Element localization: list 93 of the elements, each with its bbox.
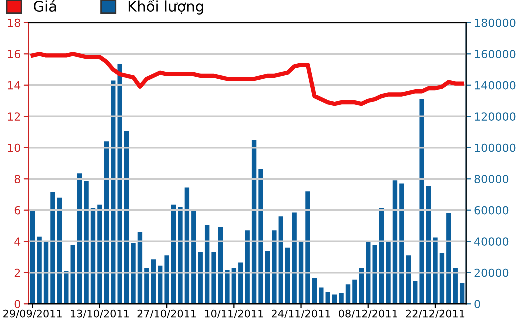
x-tick-label: 22/12/2011	[406, 310, 465, 319]
bar	[90, 208, 96, 304]
bar	[372, 246, 378, 304]
x-tick-label: 08/12/2011	[339, 310, 398, 319]
bar	[84, 181, 89, 304]
y-tick-label: 12	[8, 112, 20, 121]
bar	[298, 242, 304, 304]
y2-tick-label: 160000	[475, 50, 516, 59]
bar	[178, 207, 183, 304]
y2-tick-label: 0	[474, 300, 480, 308]
bar	[131, 243, 136, 304]
x-tick-label: 13/10/2011	[71, 310, 130, 319]
bar	[44, 242, 49, 304]
bar	[184, 188, 190, 304]
bar	[118, 64, 122, 304]
bar	[286, 248, 290, 304]
y-tick-label: 8	[14, 175, 20, 184]
y2-tick-label: 180000	[475, 18, 516, 28]
y2-tick-label: 20000	[474, 268, 509, 278]
bar	[151, 260, 156, 304]
bar	[453, 268, 458, 304]
bar	[292, 212, 297, 304]
bar	[204, 225, 210, 304]
bar	[104, 142, 110, 304]
bar	[252, 140, 257, 304]
bar	[138, 232, 143, 304]
bar	[225, 270, 230, 304]
bar	[258, 168, 264, 304]
y-tick-label: 18	[8, 18, 20, 28]
y2-tick-label: 120000	[475, 112, 516, 122]
bar	[352, 280, 358, 304]
bar	[164, 256, 170, 304]
bar	[306, 192, 310, 304]
bar	[218, 228, 224, 304]
bar	[124, 131, 130, 304]
bar	[392, 180, 398, 304]
y-tick-label: 10	[8, 144, 20, 152]
bar	[332, 294, 338, 304]
bar	[426, 186, 432, 304]
y-tick-label: 0	[14, 300, 20, 308]
bar	[265, 250, 270, 304]
bar	[50, 192, 56, 304]
bar	[77, 174, 82, 304]
bar	[158, 266, 163, 304]
y-tick-label: 16	[8, 50, 20, 59]
bar	[326, 292, 330, 304]
bar	[386, 242, 391, 304]
bar	[366, 242, 371, 304]
y2-tick-label: 80000	[474, 175, 509, 184]
bar	[30, 210, 36, 304]
y-tick-label: 2	[14, 268, 20, 278]
y-tick-label: 6	[14, 206, 20, 215]
x-tick-label: 24/11/2011	[272, 310, 330, 319]
bar	[98, 204, 102, 304]
line-series	[30, 52, 464, 106]
y-tick-label: 4	[14, 238, 21, 246]
bar	[433, 238, 438, 304]
bar	[198, 252, 203, 304]
bar	[171, 204, 176, 304]
y2-tick-label: 140000	[475, 81, 516, 90]
bar	[460, 283, 465, 304]
bar	[379, 208, 384, 304]
bar	[192, 211, 196, 304]
bar	[238, 262, 244, 304]
y2-tick-label: 60000	[474, 206, 509, 215]
legend-label: Giá	[34, 0, 56, 12]
x-tick-label: 29/09/2011	[4, 310, 62, 319]
bar	[37, 236, 42, 304]
bar	[400, 184, 404, 304]
bar	[359, 268, 364, 304]
bar	[245, 230, 250, 304]
bar	[446, 213, 452, 304]
bar	[278, 216, 284, 304]
bar	[420, 99, 424, 304]
bar	[70, 246, 76, 304]
y2-tick-label: 100000	[475, 144, 516, 152]
bar	[346, 284, 351, 304]
bar	[440, 253, 445, 304]
bar	[272, 230, 277, 304]
bar	[144, 268, 150, 304]
bar	[312, 278, 318, 304]
x-tick-label: 27/10/2011	[138, 310, 196, 319]
bar	[232, 268, 237, 304]
bar	[406, 256, 411, 304]
bar	[57, 198, 62, 304]
bar	[111, 80, 116, 304]
bar	[339, 293, 344, 304]
y-tick-label: 14	[8, 82, 21, 90]
bar	[413, 281, 418, 304]
bar	[212, 252, 216, 304]
bar	[319, 288, 324, 304]
x-tick-label: 10/11/2011	[205, 310, 264, 319]
y2-tick-label: 40000	[474, 238, 509, 246]
